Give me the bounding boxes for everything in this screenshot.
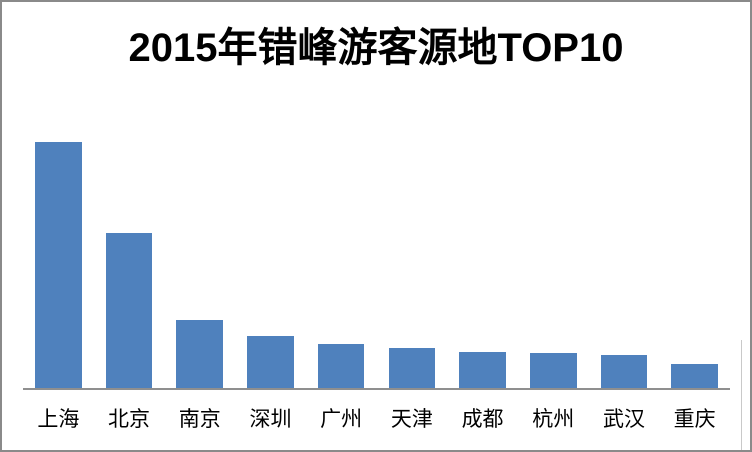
bar-slot-6	[377, 142, 448, 388]
x-axis-labels-row: 上海 北京 南京 深圳 广州 天津 成都 杭州 武汉 重庆	[23, 408, 730, 432]
bar-5	[317, 344, 365, 388]
right-edge-artifact-line	[741, 340, 742, 450]
bar-9	[600, 355, 648, 388]
bar-6	[388, 348, 436, 388]
x-label-3: 南京	[178, 408, 221, 431]
x-label-4: 深圳	[249, 408, 292, 431]
bar-slot-4	[235, 142, 306, 388]
x-label-8: 杭州	[532, 408, 575, 431]
bar-8	[529, 353, 577, 388]
x-label-6: 天津	[390, 408, 433, 431]
bar-10	[671, 364, 718, 388]
x-label-2: 北京	[108, 408, 151, 431]
bar-3	[176, 320, 224, 388]
bar-slot-7	[447, 142, 518, 388]
bar-slot-5	[306, 142, 377, 388]
bar-1	[35, 142, 82, 388]
bar-slot-10	[659, 142, 730, 388]
bar-slot-3	[164, 142, 235, 388]
bar-slot-8	[518, 142, 589, 388]
bar-2	[105, 233, 153, 388]
chart-title: 2015年错峰游客源地TOP10	[128, 26, 624, 70]
x-axis-line	[23, 388, 730, 390]
plot-area	[23, 142, 730, 388]
bar-4	[247, 336, 294, 388]
bar-7	[459, 352, 506, 388]
bar-slot-9	[589, 142, 660, 388]
x-label-9: 武汉	[602, 408, 645, 431]
x-label-5: 广州	[320, 408, 363, 431]
bar-slot-2	[94, 142, 165, 388]
bar-slot-1	[23, 142, 94, 388]
x-label-10: 重庆	[673, 408, 716, 431]
x-label-7: 成都	[461, 408, 504, 431]
x-label-1: 上海	[37, 408, 80, 431]
